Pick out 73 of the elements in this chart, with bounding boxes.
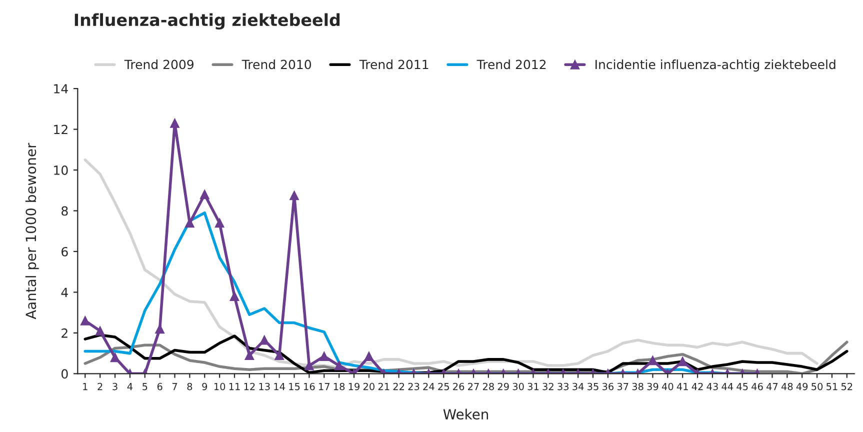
legend-label: Trend 2011 (359, 60, 428, 70)
x-tick-label: 29 (498, 382, 509, 390)
x-tick-label: 2 (98, 382, 102, 390)
x-tick-label: 18 (334, 382, 345, 390)
x-tick-label: 35 (588, 382, 598, 390)
x-tick-label: 51 (826, 383, 838, 390)
y-tick-label: 8 (62, 206, 68, 216)
x-tick-label: 38 (632, 382, 644, 390)
x-tick-label: 46 (752, 382, 763, 390)
x-tick-label: 25 (438, 382, 449, 390)
x-tick-label: 4 (127, 383, 132, 390)
chart-title: Influenza-achtig ziektebeeld (74, 13, 340, 30)
line-series (84, 158, 818, 369)
y-tick-label: 10 (54, 165, 68, 175)
x-tick-label: 9 (202, 382, 208, 390)
x-tick-label: 8 (187, 382, 192, 390)
x-tick-label: 41 (676, 383, 688, 390)
x-tick-label: 15 (289, 383, 300, 390)
legend-label: Incidentie influenza-achtig ziektebeeld (596, 60, 836, 72)
x-tick-label: 13 (259, 382, 270, 390)
x-tick-label: 24 (423, 382, 434, 390)
x-tick-label: 26 (453, 382, 464, 390)
y-tick-label: 12 (54, 124, 68, 134)
point (290, 190, 299, 200)
y-tick-label: 14 (54, 84, 68, 94)
x-tick-label: 49 (796, 382, 808, 390)
x-tick-label: 36 (602, 382, 614, 390)
x-tick-label: 11 (229, 383, 240, 390)
y-axis-title: Aantal per 1000 bewoner (25, 142, 39, 320)
x-tick-label: 37 (617, 382, 628, 390)
x-tick-label: 45 (736, 383, 748, 390)
x-tick-label: 43 (706, 382, 718, 390)
x-tick-label: 6 (157, 382, 162, 390)
x-tick-label: 23 (408, 382, 420, 390)
x-tick-label: 20 (363, 382, 374, 390)
x-tick-label: 34 (572, 382, 584, 390)
x-tick-label: 22 (393, 382, 404, 390)
x-tick-label: 40 (662, 382, 674, 390)
legend-label: Trend 2010 (242, 60, 312, 70)
x-tick-label: 1 (83, 383, 88, 390)
x-axis-title: Weken (443, 408, 488, 420)
y-tick-label: 2 (62, 328, 68, 338)
x-tick-label: 7 (172, 383, 178, 390)
x-tick-label: 39 (647, 382, 658, 390)
x-tick-label: 28 (482, 382, 494, 390)
point (230, 292, 240, 301)
x-tick-label: 5 (142, 383, 148, 390)
point (214, 218, 224, 228)
x-tick-label: 47 (766, 383, 778, 390)
x-tick-label: 14 (274, 383, 285, 390)
x-tick-label: 19 (348, 382, 360, 390)
x-tick-label: 17 (319, 383, 330, 390)
x-tick-label: 48 (781, 382, 793, 390)
x-tick-label: 33 (558, 382, 569, 390)
point (200, 190, 210, 200)
legend-label: Trend 2012 (476, 60, 546, 70)
y-tick-label: 4 (61, 288, 68, 297)
x-tick-label: 52 (841, 382, 852, 390)
x-tick-label: 27 (468, 382, 479, 390)
y-tick-label: 6 (62, 246, 68, 256)
x-tick-label: 42 (692, 382, 703, 390)
x-tick-label: 32 (542, 382, 554, 390)
x-tick-label: 10 (214, 382, 226, 390)
x-tick-label: 50 (812, 382, 823, 390)
x-tick-label: 16 (304, 382, 315, 390)
x-tick-label: 12 (244, 382, 255, 390)
x-tick-label: 3 (112, 382, 118, 390)
x-tick-label: 21 (378, 382, 390, 390)
x-tick-label: 30 (512, 382, 524, 390)
x-tick-label: 31 (528, 382, 539, 390)
legend-label: Trend 2009 (124, 60, 194, 70)
x-tick-label: 44 (722, 383, 734, 390)
y-tick-label: 0 (62, 369, 68, 379)
